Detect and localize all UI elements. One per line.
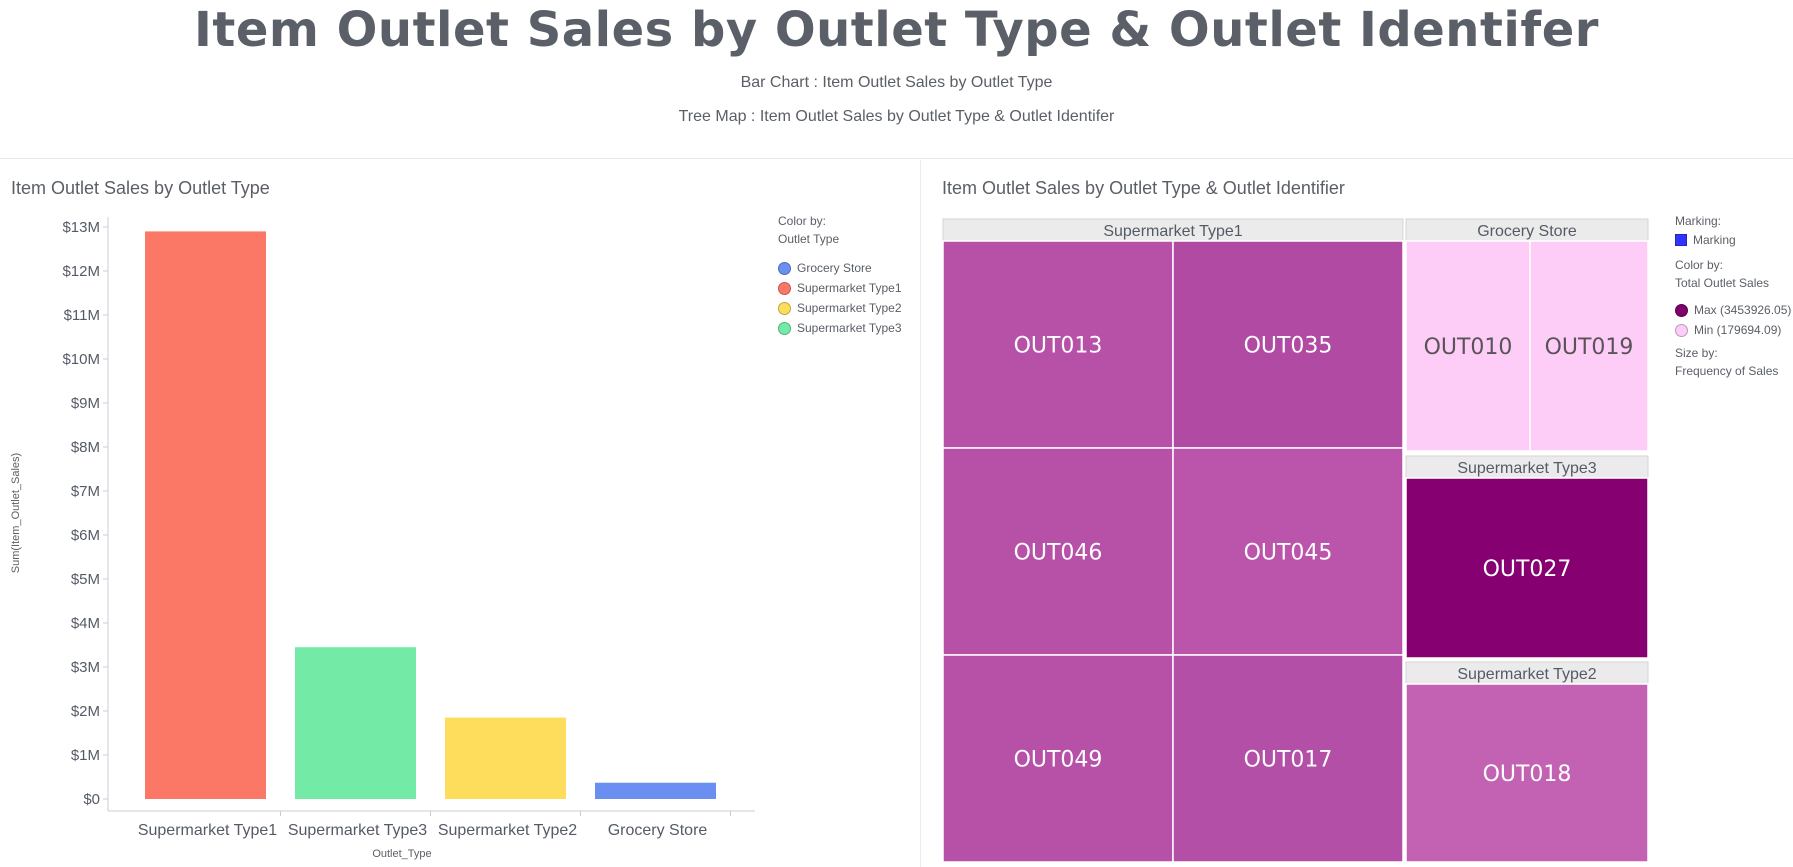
y-tick-label: $8M <box>71 439 100 456</box>
legend-entry-supermarket-type3[interactable]: Supermarket Type3 <box>778 318 902 338</box>
treemap-group-header[interactable]: Supermarket Type1 <box>942 218 1404 242</box>
y-tick-label: $12M <box>62 263 100 280</box>
bar-chart[interactable]: $0 $1M $2M $3M $4M $5M $6M $7M $8M $9M $10M $11M $12… <box>0 200 900 865</box>
treemap-legend: Marking: Marking Color by: Total Outlet … <box>1675 212 1791 380</box>
y-tick-label: $3M <box>71 659 100 676</box>
treemap-cell-out013[interactable] <box>942 240 1174 449</box>
legend-size-by-heading: Size by: <box>1675 346 1718 360</box>
legend-entry-supermarket-type2[interactable]: Supermarket Type2 <box>778 298 902 318</box>
treemap-cell-out046[interactable] <box>942 447 1174 656</box>
panel-divider <box>920 160 921 867</box>
bar-chart-title: Item Outlet Sales by Outlet Type <box>11 178 270 198</box>
legend-label: Grocery Store <box>797 261 872 275</box>
legend-min-swatch <box>1675 323 1688 337</box>
legend-max-label: Max (3453926.05) <box>1694 303 1792 317</box>
treemap-cell-label: OUT013 <box>1014 334 1103 359</box>
treemap-group-header[interactable]: Grocery Store <box>1405 218 1649 242</box>
treemap-group-header[interactable]: Supermarket Type2 <box>1405 661 1649 685</box>
treemap-cell-label: OUT018 <box>1483 762 1572 787</box>
y-tick-label: $4M <box>71 615 100 632</box>
bar-supermarket-type1[interactable] <box>145 231 266 799</box>
legend-swatch <box>778 321 791 335</box>
y-tick-label: $0 <box>83 791 100 808</box>
legend-label: Supermarket Type1 <box>797 281 902 295</box>
treemap-cell-label: OUT019 <box>1545 335 1634 360</box>
y-tick-label: $5M <box>71 571 100 588</box>
treemap-group-label: Supermarket Type2 <box>1457 666 1596 683</box>
legend-max-swatch <box>1675 303 1688 317</box>
bar-supermarket-type3[interactable] <box>295 647 416 799</box>
legend-max-entry: Max (3453926.05) <box>1675 300 1791 320</box>
legend-swatch <box>778 281 791 295</box>
y-axis-label: Sum(Item_Outlet_Sales) <box>10 453 22 573</box>
legend-min-label: Min (179694.09) <box>1694 323 1782 337</box>
treemap-cell-label: OUT045 <box>1244 541 1333 566</box>
legend-label: Supermarket Type3 <box>797 321 902 335</box>
treemap-cell-out049[interactable] <box>942 654 1174 863</box>
dashboard-title: Item Outlet Sales by Outlet Type & Outle… <box>194 2 1599 58</box>
bar-chart-legend: Color by: Outlet Type Grocery Store Supe… <box>778 212 902 338</box>
treemap-cell-label: OUT046 <box>1014 541 1103 566</box>
legend-color-by-heading: Color by: <box>1675 258 1724 272</box>
treemap-cell-label: OUT010 <box>1424 335 1513 360</box>
legend-swatch <box>778 301 791 315</box>
treemap[interactable]: Supermarket Type1 OUT013 OUT035 OUT046 OUT04… <box>940 216 1675 866</box>
x-tick-label: Grocery Store <box>608 822 708 839</box>
y-tick-label: $7M <box>71 483 100 500</box>
x-tick-label: Supermarket Type2 <box>438 822 577 839</box>
treemap-cell-label: OUT049 <box>1014 748 1103 773</box>
x-axis-label: Outlet_Type <box>372 848 431 860</box>
dashboard-header: Item Outlet Sales by Outlet Type & Outle… <box>0 0 1793 159</box>
x-tick-label: Supermarket Type3 <box>288 822 427 839</box>
treemap-group-label: Grocery Store <box>1477 223 1577 240</box>
treemap-title: Item Outlet Sales by Outlet Type & Outle… <box>942 178 1345 198</box>
treemap-group-label: Supermarket Type1 <box>1103 223 1242 240</box>
legend-marking-entry[interactable]: Marking <box>1675 230 1791 250</box>
y-tick-label: $10M <box>62 351 100 368</box>
legend-color-by-heading: Color by: <box>778 214 827 228</box>
y-tick-label: $1M <box>71 747 100 764</box>
y-tick-label: $2M <box>71 703 100 720</box>
treemap-cell-label: OUT035 <box>1244 334 1333 359</box>
bar-grocery-store[interactable] <box>595 782 716 799</box>
dashboard-subtitle-bar: Bar Chart : Item Outlet Sales by Outlet … <box>740 74 1053 91</box>
y-tick-label: $13M <box>62 219 100 236</box>
x-tick-label: Supermarket Type1 <box>138 822 277 839</box>
treemap-group-header[interactable]: Supermarket Type3 <box>1405 455 1649 479</box>
legend-min-entry: Min (179694.09) <box>1675 320 1791 340</box>
legend-entry-grocery-store[interactable]: Grocery Store <box>778 258 902 278</box>
treemap-cell-out010[interactable] <box>1405 240 1531 452</box>
legend-swatch <box>778 261 791 275</box>
y-tick-label: $9M <box>71 395 100 412</box>
treemap-cell-out045[interactable] <box>1172 447 1404 656</box>
legend-marking-heading: Marking: <box>1675 214 1722 228</box>
y-tick-label: $11M <box>64 307 100 324</box>
treemap-cell-out018[interactable] <box>1405 683 1649 863</box>
legend-color-by-field: Outlet Type <box>778 232 840 246</box>
legend-color-by-field: Total Outlet Sales <box>1675 276 1770 290</box>
marking-swatch <box>1675 234 1687 246</box>
treemap-group-label: Supermarket Type3 <box>1457 460 1596 477</box>
treemap-cell-label: OUT027 <box>1483 557 1572 582</box>
treemap-cell-out017[interactable] <box>1172 654 1404 863</box>
treemap-cell-out019[interactable] <box>1529 240 1649 452</box>
legend-size-by-field: Frequency of Sales <box>1675 364 1779 378</box>
treemap-cell-out027[interactable] <box>1405 477 1649 659</box>
bar-supermarket-type2[interactable] <box>445 717 566 799</box>
treemap-cell-label: OUT017 <box>1244 748 1333 773</box>
legend-marking-label: Marking <box>1693 233 1736 247</box>
legend-entry-supermarket-type1[interactable]: Supermarket Type1 <box>778 278 902 298</box>
treemap-cell-out035[interactable] <box>1172 240 1404 449</box>
dashboard-subtitle-treemap: Tree Map : Item Outlet Sales by Outlet T… <box>678 108 1115 125</box>
legend-label: Supermarket Type2 <box>797 301 902 315</box>
y-tick-label: $6M <box>71 527 100 544</box>
